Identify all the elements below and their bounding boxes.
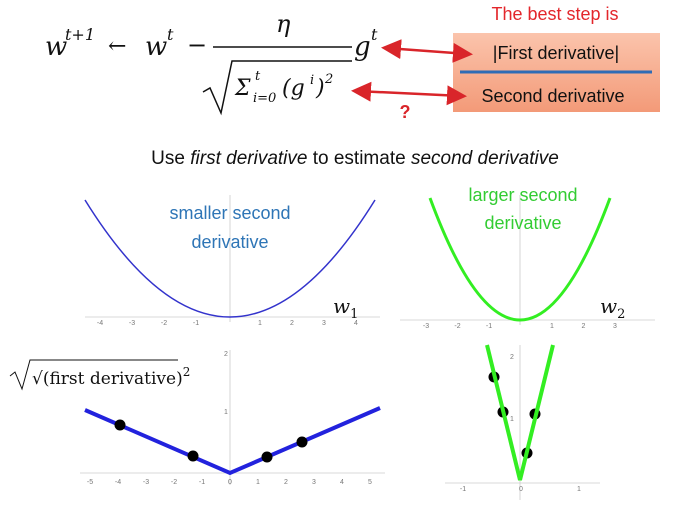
tick-label: -2 — [171, 479, 177, 486]
heading-part: to estimate — [307, 148, 411, 169]
formula-sup: t+1 — [65, 25, 95, 44]
tick-label: 2 — [284, 479, 288, 486]
tick-label: 4 — [340, 479, 344, 486]
heading-part: second derivative — [411, 148, 559, 169]
tick-label: 3 — [322, 320, 326, 327]
variable-sub: 2 — [617, 307, 625, 322]
tick-label: 2 — [582, 323, 586, 330]
plot-label: √(first derivative)2 — [32, 365, 190, 389]
heading-part: Use — [151, 148, 190, 169]
formula-minus: − — [187, 31, 207, 59]
curve — [84, 406, 381, 476]
heading-part: first derivative — [190, 148, 307, 169]
tick-label: 2 — [224, 351, 228, 358]
box-title: The best step is — [491, 4, 618, 24]
tick-label: 1 — [577, 486, 581, 493]
tick-label: 0 — [228, 479, 232, 486]
radical — [202, 60, 352, 116]
tick-label: 1 — [224, 409, 228, 416]
tick-label: -1 — [486, 323, 492, 330]
tick-label: 3 — [312, 479, 316, 486]
tick-label: -1 — [460, 486, 466, 493]
box-second: Second derivative — [481, 86, 624, 106]
formula-sub: i=0 — [253, 91, 276, 106]
heading: Use first derivative to estimate second … — [151, 148, 559, 169]
plot-label-sup: 2 — [183, 365, 191, 379]
tick-label: 3 — [613, 323, 617, 330]
tick-label: -2 — [454, 323, 460, 330]
formula-sup: t — [255, 69, 261, 84]
tick-label: -4 — [97, 320, 103, 327]
curve — [485, 344, 555, 481]
plot-label: derivative — [484, 213, 561, 233]
formula-g: (g — [282, 76, 305, 101]
arrow — [381, 39, 473, 63]
plot-label-part: √(first derivative) — [32, 369, 183, 389]
arrow — [351, 81, 467, 106]
formula-w: w — [45, 32, 67, 62]
plot-label: larger second — [468, 185, 577, 205]
tick-label: 2 — [510, 354, 514, 361]
tick-label: -1 — [199, 479, 205, 486]
variable: w2 — [600, 294, 625, 322]
variable-sub: 1 — [350, 307, 358, 322]
formula-paren: ) — [315, 76, 325, 101]
tick-label: 1 — [510, 416, 514, 423]
tick-label: 2 — [290, 320, 294, 327]
tick-label: -2 — [161, 320, 167, 327]
tick-label: -4 — [115, 479, 121, 486]
tick-label: -5 — [87, 479, 93, 486]
formula-sup: 2 — [324, 72, 333, 87]
question: ? — [400, 102, 411, 122]
tick-label: -3 — [423, 323, 429, 330]
formula-w: w — [145, 32, 167, 62]
variable-name: w — [600, 294, 617, 318]
tick-label: 1 — [550, 323, 554, 330]
plot-label: derivative — [191, 232, 268, 252]
tick-label: 4 — [354, 320, 358, 327]
formula-eta: η — [276, 10, 291, 38]
tick-label: -3 — [143, 479, 149, 486]
variable-name: w — [333, 294, 350, 318]
formula-sup: t — [371, 25, 378, 44]
curve — [428, 197, 612, 322]
formula-g: g — [354, 32, 371, 62]
tick-label: -3 — [129, 320, 135, 327]
formula-arrow: ← — [108, 34, 126, 59]
formula-sigma: Σ — [234, 76, 251, 101]
tick-label: 0 — [519, 486, 523, 493]
tick-label: 5 — [368, 479, 372, 486]
tick-label: -1 — [193, 320, 199, 327]
plot-label: smaller second — [169, 203, 290, 223]
box-first: |First derivative| — [493, 43, 619, 63]
tick-label: 1 — [256, 479, 260, 486]
formula-sup: i — [310, 73, 314, 88]
variable: w1 — [333, 294, 358, 322]
radical — [9, 359, 178, 391]
tick-label: 1 — [258, 320, 262, 327]
curve — [84, 199, 376, 318]
formula-sup: t — [167, 25, 174, 44]
